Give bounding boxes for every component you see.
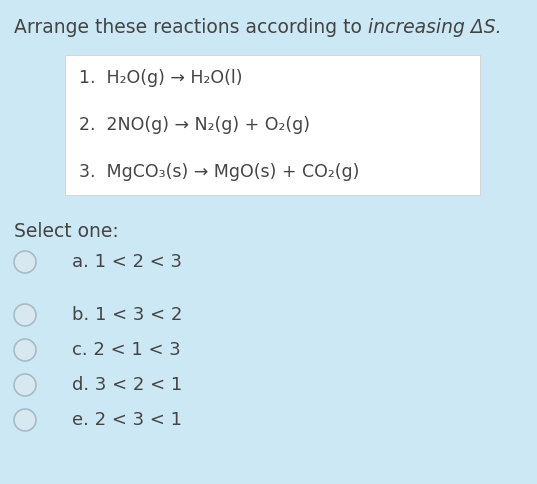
Text: Arrange these reactions according to: Arrange these reactions according to [14,18,368,37]
Text: b. 1 < 3 < 2: b. 1 < 3 < 2 [72,306,183,324]
Text: e. 2 < 3 < 1: e. 2 < 3 < 1 [72,411,182,429]
Text: 1.  H₂O(g) → H₂O(l): 1. H₂O(g) → H₂O(l) [79,69,243,87]
Circle shape [14,339,36,361]
Text: c. 2 < 1 < 3: c. 2 < 1 < 3 [72,341,181,359]
Text: 2.  2NO(g) → N₂(g) + O₂(g): 2. 2NO(g) → N₂(g) + O₂(g) [79,116,310,134]
Circle shape [14,409,36,431]
Circle shape [14,251,36,273]
Text: increasing ΔS.: increasing ΔS. [368,18,502,37]
FancyBboxPatch shape [65,55,480,195]
Text: Select one:: Select one: [14,222,119,241]
Text: a. 1 < 2 < 3: a. 1 < 2 < 3 [72,253,182,271]
Circle shape [14,304,36,326]
Text: 3.  MgCO₃(s) → MgO(s) + CO₂(g): 3. MgCO₃(s) → MgO(s) + CO₂(g) [79,163,359,181]
Circle shape [14,374,36,396]
Text: d. 3 < 2 < 1: d. 3 < 2 < 1 [72,376,182,394]
